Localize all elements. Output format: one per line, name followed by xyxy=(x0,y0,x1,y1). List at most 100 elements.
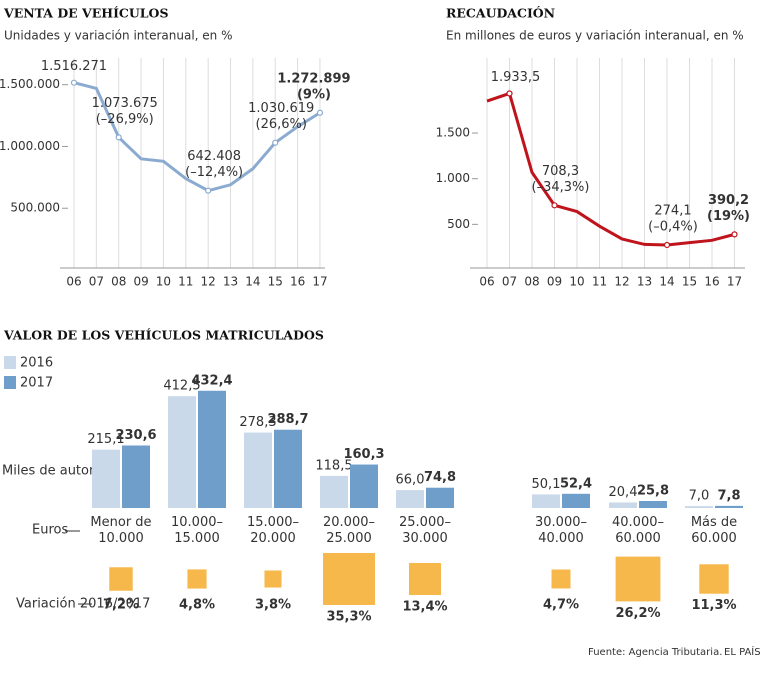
change-label: 7,2% xyxy=(103,598,139,613)
x-tick-label: 25.000–30.000 xyxy=(399,515,451,546)
data-point xyxy=(551,202,558,209)
source: Fuente: Agencia Tributaria. xyxy=(588,647,722,658)
bar xyxy=(274,429,302,508)
bar xyxy=(426,487,454,508)
x-tick-label: 09 xyxy=(133,275,148,289)
bar xyxy=(609,502,637,508)
bar xyxy=(562,493,590,508)
y-tick-label: 500.000 xyxy=(10,201,60,215)
data-label: 412,5 xyxy=(163,379,200,394)
data-label: 7,8 xyxy=(717,488,740,503)
x-tick-label: 15 xyxy=(682,275,697,289)
x-tick-label: 07 xyxy=(502,275,517,289)
x-tick-label: Menor de 10.000 xyxy=(90,515,152,546)
change-square xyxy=(264,570,282,588)
x-tick-label: 08 xyxy=(524,275,539,289)
change-label: (–12,4%) xyxy=(185,165,243,180)
bar xyxy=(320,475,348,508)
change-label: 35,3% xyxy=(326,609,371,624)
data-label: 50,1 xyxy=(532,477,561,492)
data-label: 278,3 xyxy=(239,415,276,430)
data-line xyxy=(73,81,321,193)
change-label: 4,8% xyxy=(179,598,215,613)
chart-subtitle: Unidades y variación interanual, en % xyxy=(4,29,233,43)
x-tick-label: 20.000–25.000 xyxy=(323,515,375,546)
bar xyxy=(350,464,378,508)
x-tick-label: 06 xyxy=(479,275,494,289)
x-tick-label: 10.000–15.000 xyxy=(171,515,223,546)
change-label: (9%) xyxy=(297,87,331,102)
change-label: 26,2% xyxy=(615,606,660,621)
change-square xyxy=(699,564,729,594)
data-label: 1.516.271 xyxy=(41,59,107,74)
data-point xyxy=(506,90,513,97)
data-label: 118,5 xyxy=(315,458,352,473)
chart-title: VALOR DE LOS VEHÍCULOS MATRICULADOS xyxy=(3,328,324,343)
x-tick-label: 17 xyxy=(312,275,327,289)
bar xyxy=(396,490,424,508)
data-label: 642.408 xyxy=(187,149,241,164)
change-label: 3,8% xyxy=(255,598,291,613)
chart-title: RECAUDACIÓN xyxy=(446,5,555,21)
data-point xyxy=(115,134,122,141)
x-tick-label: 11 xyxy=(178,275,193,289)
change-label: 13,4% xyxy=(402,600,447,615)
x-tick-label: 12 xyxy=(201,275,216,289)
change-square xyxy=(323,553,375,605)
data-point xyxy=(70,79,78,86)
y-tick-label: 1.500.000 xyxy=(0,77,60,91)
x-tick-label: 11 xyxy=(592,275,607,289)
change-label: 4,7% xyxy=(543,598,579,613)
data-point xyxy=(272,139,279,146)
data-label: 1.073.675 xyxy=(92,96,158,111)
data-label: 390,2 xyxy=(708,193,749,208)
data-label: 230,6 xyxy=(115,428,156,443)
change-label: 11,3% xyxy=(691,598,736,613)
change-label: (19%) xyxy=(707,209,750,224)
change-label: (26,6%) xyxy=(256,117,307,132)
data-label: 215,1 xyxy=(87,432,124,447)
data-point xyxy=(731,231,738,238)
change-square xyxy=(551,569,571,589)
x-tick-label: 40.000–60.000 xyxy=(612,515,664,546)
y-tick-label: 1.500 xyxy=(436,126,470,140)
change-square xyxy=(109,567,133,591)
change-label: (–26,9%) xyxy=(96,112,154,127)
chart-subtitle: En millones de euros y variación interan… xyxy=(446,29,744,43)
x-tick-label: 30.000–40.000 xyxy=(535,515,587,546)
data-label: 25,8 xyxy=(637,484,669,499)
bar xyxy=(685,506,713,508)
change-label: (–0,4%) xyxy=(648,219,698,234)
change-square xyxy=(615,556,661,602)
x-tick-label: 10 xyxy=(156,275,171,289)
data-label: 7,0 xyxy=(689,489,710,504)
y-tick-label: 1.000 xyxy=(436,171,470,185)
bar xyxy=(122,445,150,508)
bar xyxy=(92,449,120,508)
x-tick-label: 16 xyxy=(704,275,719,289)
x-tick-label: 08 xyxy=(111,275,126,289)
bar xyxy=(715,505,743,508)
change-square xyxy=(408,562,442,596)
data-label: 74,8 xyxy=(424,470,456,485)
data-label: 274,1 xyxy=(654,203,691,218)
data-label: 20,4 xyxy=(609,485,638,500)
data-label: 708,3 xyxy=(542,164,579,179)
data-label: 66,0 xyxy=(396,473,425,488)
x-tick-label: 15.000–20.000 xyxy=(247,515,299,546)
change-square xyxy=(187,569,207,589)
bar xyxy=(639,501,667,508)
x-tick-label: 09 xyxy=(547,275,562,289)
x-tick-label: 06 xyxy=(66,275,81,289)
data-label: 1.030.619 xyxy=(248,101,314,116)
x-tick-label: 14 xyxy=(245,275,260,289)
y-tick-label: 500 xyxy=(447,217,470,231)
legend-swatch xyxy=(4,376,16,389)
x-axis-label: Euros xyxy=(32,523,68,538)
x-tick-label: Más de 60.000 xyxy=(690,515,738,546)
bar xyxy=(198,390,226,508)
x-tick-label: 13 xyxy=(637,275,652,289)
x-tick-label: 07 xyxy=(89,275,104,289)
data-label: 1.272.899 xyxy=(277,71,350,86)
